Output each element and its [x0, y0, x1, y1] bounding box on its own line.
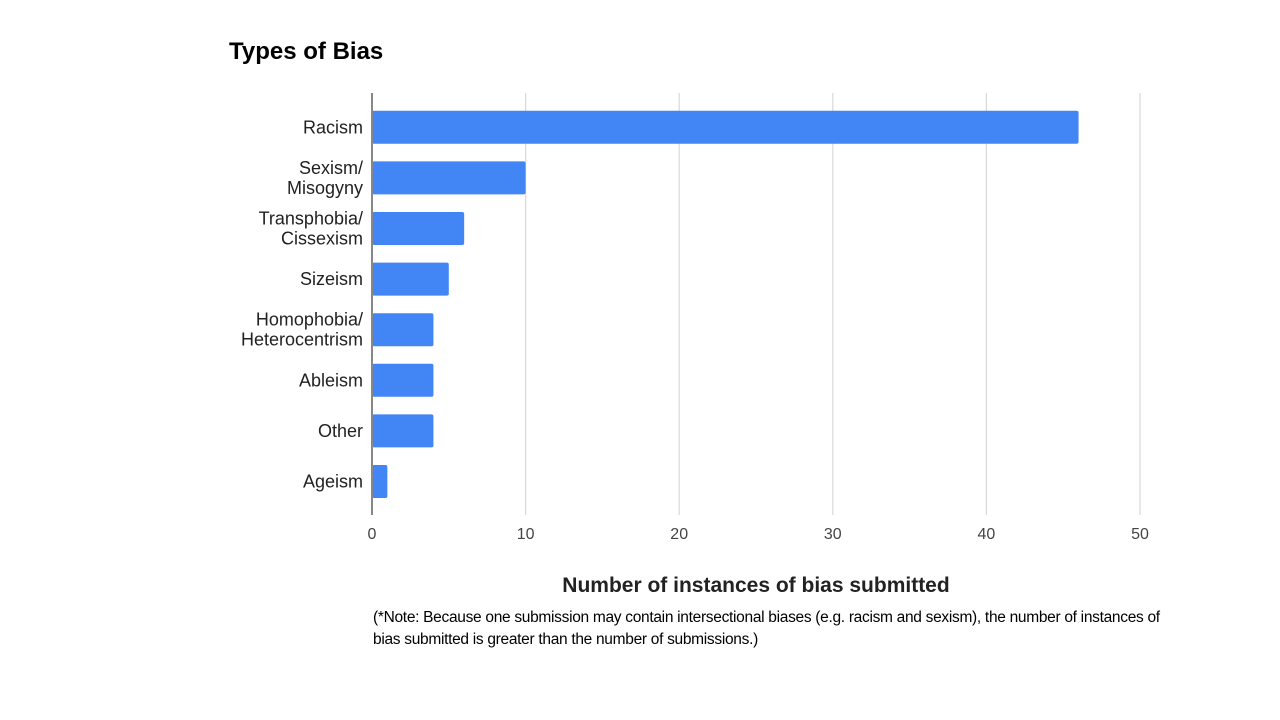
- x-tick-label: 0: [368, 526, 377, 543]
- bar: [372, 262, 449, 296]
- y-tick-label: Sizeism: [300, 269, 363, 289]
- y-tick-label: Racism: [303, 117, 363, 137]
- y-tick-label: Ableism: [299, 370, 363, 390]
- x-tick-label: 20: [670, 526, 688, 543]
- bar: [372, 465, 388, 498]
- bar: [372, 363, 434, 397]
- x-axis-title: Number of instances of bias submitted: [562, 574, 950, 597]
- y-tick-label: Other: [318, 421, 363, 441]
- footnote: (*Note: Because one submission may conta…: [373, 609, 1160, 648]
- y-tick-label: Transphobia/Cissexism: [259, 209, 363, 249]
- x-tick-label: 10: [517, 526, 535, 543]
- y-tick-label: Ageism: [303, 472, 363, 492]
- y-tick-label: Homophobia/Heterocentrism: [241, 310, 363, 350]
- bar: [372, 161, 526, 195]
- bar: [372, 414, 434, 448]
- x-tick-label: 30: [824, 526, 842, 543]
- chart-title: Types of Bias: [229, 38, 384, 65]
- bar: [372, 313, 434, 347]
- x-tick-label: 40: [978, 526, 996, 543]
- bar: [372, 110, 1079, 144]
- bar: [372, 212, 465, 245]
- y-tick-label: Sexism/Misogyny: [287, 158, 363, 198]
- x-tick-label: 50: [1131, 526, 1149, 543]
